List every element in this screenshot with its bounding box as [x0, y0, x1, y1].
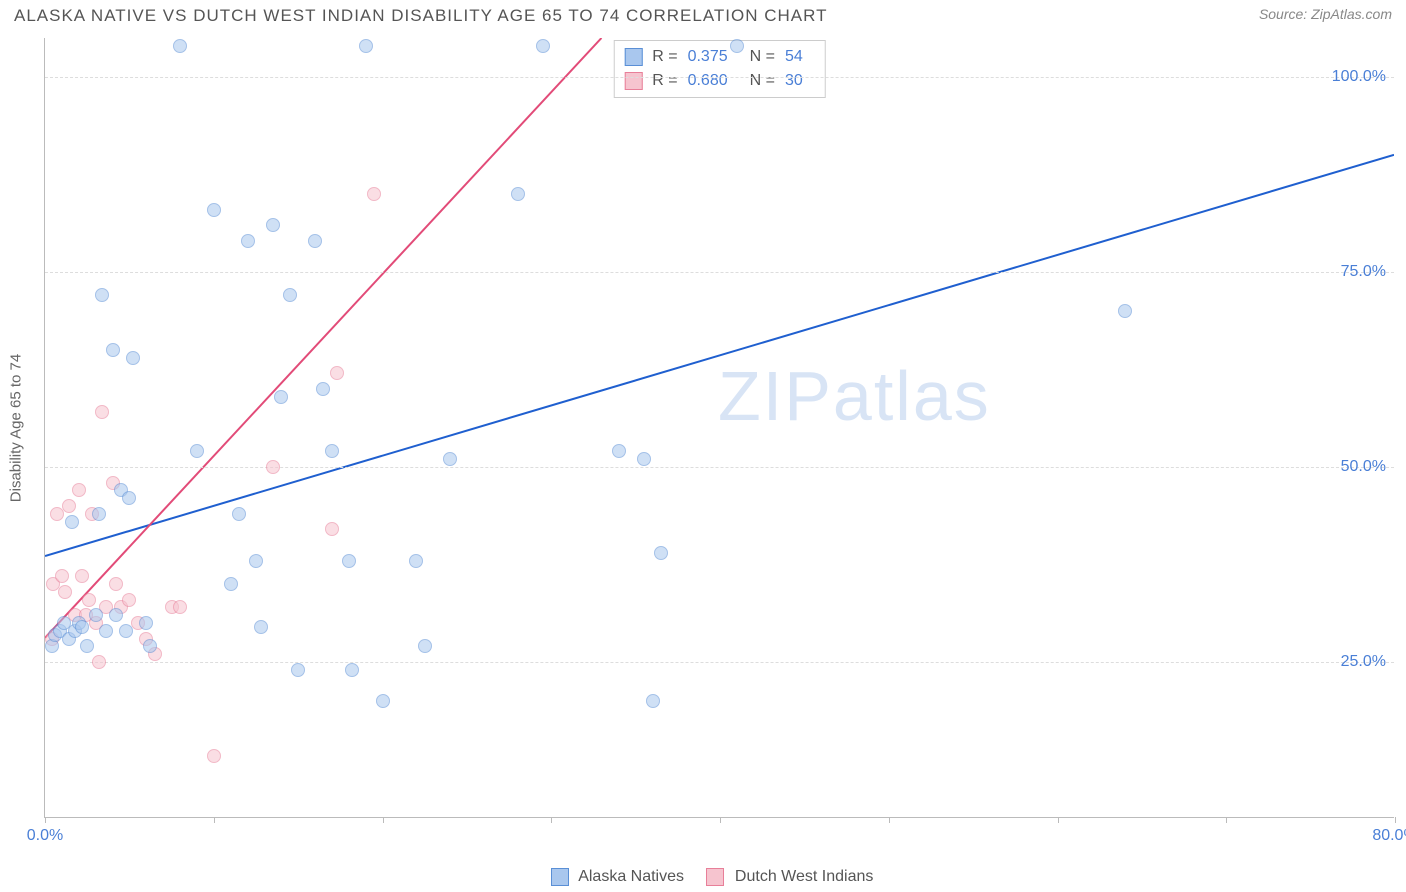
ytick-label: 50.0%	[1341, 458, 1386, 476]
data-point	[126, 351, 140, 365]
n-value-blue: 54	[785, 45, 803, 69]
data-point	[106, 343, 120, 357]
data-point	[367, 187, 381, 201]
gridline	[45, 272, 1394, 273]
data-point	[122, 491, 136, 505]
bottom-legend: Alaska Natives Dutch West Indians	[0, 868, 1406, 886]
stats-legend: R = 0.375 N = 54 R = 0.680 N = 30	[613, 40, 826, 98]
legend-label-pink: Dutch West Indians	[735, 868, 873, 885]
data-point	[109, 608, 123, 622]
xtick	[214, 817, 215, 823]
data-point	[325, 444, 339, 458]
data-point	[283, 288, 297, 302]
trend-line-blue	[45, 155, 1394, 556]
xtick	[889, 817, 890, 823]
data-point	[119, 624, 133, 638]
xtick	[551, 817, 552, 823]
gridline	[45, 467, 1394, 468]
data-point	[89, 608, 103, 622]
xtick	[383, 817, 384, 823]
data-point	[345, 663, 359, 677]
data-point	[224, 577, 238, 591]
data-point	[122, 593, 136, 607]
watermark: ZIPatlas	[718, 356, 991, 436]
data-point	[92, 655, 106, 669]
data-point	[409, 554, 423, 568]
xtick-label: 0.0%	[27, 827, 63, 845]
data-point	[95, 405, 109, 419]
data-point	[291, 663, 305, 677]
data-point	[65, 515, 79, 529]
data-point	[316, 382, 330, 396]
xtick-label: 80.0%	[1372, 827, 1406, 845]
data-point	[62, 499, 76, 513]
data-point	[376, 694, 390, 708]
data-point	[92, 507, 106, 521]
legend-label-blue: Alaska Natives	[578, 868, 684, 885]
data-point	[143, 639, 157, 653]
data-point	[75, 620, 89, 634]
data-point	[654, 546, 668, 560]
scatter-plot: ZIPatlas R = 0.375 N = 54 R = 0.680 N = …	[44, 38, 1394, 818]
xtick	[1058, 817, 1059, 823]
swatch-blue	[624, 48, 642, 66]
data-point	[241, 234, 255, 248]
data-point	[511, 187, 525, 201]
r-value-pink: 0.680	[688, 69, 728, 93]
trend-line-pink	[45, 38, 601, 638]
data-point	[637, 452, 651, 466]
n-value-pink: 30	[785, 69, 803, 93]
data-point	[330, 366, 344, 380]
source-attribution: Source: ZipAtlas.com	[1259, 6, 1392, 22]
data-point	[266, 460, 280, 474]
data-point	[99, 624, 113, 638]
data-point	[173, 39, 187, 53]
data-point	[95, 288, 109, 302]
gridline	[45, 77, 1394, 78]
data-point	[139, 616, 153, 630]
legend-swatch-blue	[551, 868, 569, 886]
data-point	[443, 452, 457, 466]
data-point	[1118, 304, 1132, 318]
r-value-blue: 0.375	[688, 45, 728, 69]
data-point	[75, 569, 89, 583]
xtick	[720, 817, 721, 823]
data-point	[232, 507, 246, 521]
data-point	[58, 585, 72, 599]
ytick-label: 75.0%	[1341, 263, 1386, 281]
data-point	[418, 639, 432, 653]
data-point	[730, 39, 744, 53]
xtick	[45, 817, 46, 823]
data-point	[266, 218, 280, 232]
data-point	[342, 554, 356, 568]
legend-swatch-pink	[706, 868, 724, 886]
xtick	[1226, 817, 1227, 823]
data-point	[254, 620, 268, 634]
swatch-pink	[624, 72, 642, 90]
data-point	[359, 39, 373, 53]
data-point	[249, 554, 263, 568]
data-point	[274, 390, 288, 404]
data-point	[325, 522, 339, 536]
ytick-label: 25.0%	[1341, 653, 1386, 671]
y-axis-label: Disability Age 65 to 74	[8, 354, 25, 502]
data-point	[646, 694, 660, 708]
data-point	[82, 593, 96, 607]
data-point	[109, 577, 123, 591]
xtick	[1395, 817, 1396, 823]
gridline	[45, 662, 1394, 663]
data-point	[72, 483, 86, 497]
ytick-label: 100.0%	[1332, 68, 1386, 86]
data-point	[190, 444, 204, 458]
data-point	[80, 639, 94, 653]
data-point	[207, 749, 221, 763]
data-point	[308, 234, 322, 248]
data-point	[612, 444, 626, 458]
data-point	[536, 39, 550, 53]
data-point	[207, 203, 221, 217]
chart-title: ALASKA NATIVE VS DUTCH WEST INDIAN DISAB…	[14, 6, 828, 26]
data-point	[55, 569, 69, 583]
data-point	[173, 600, 187, 614]
